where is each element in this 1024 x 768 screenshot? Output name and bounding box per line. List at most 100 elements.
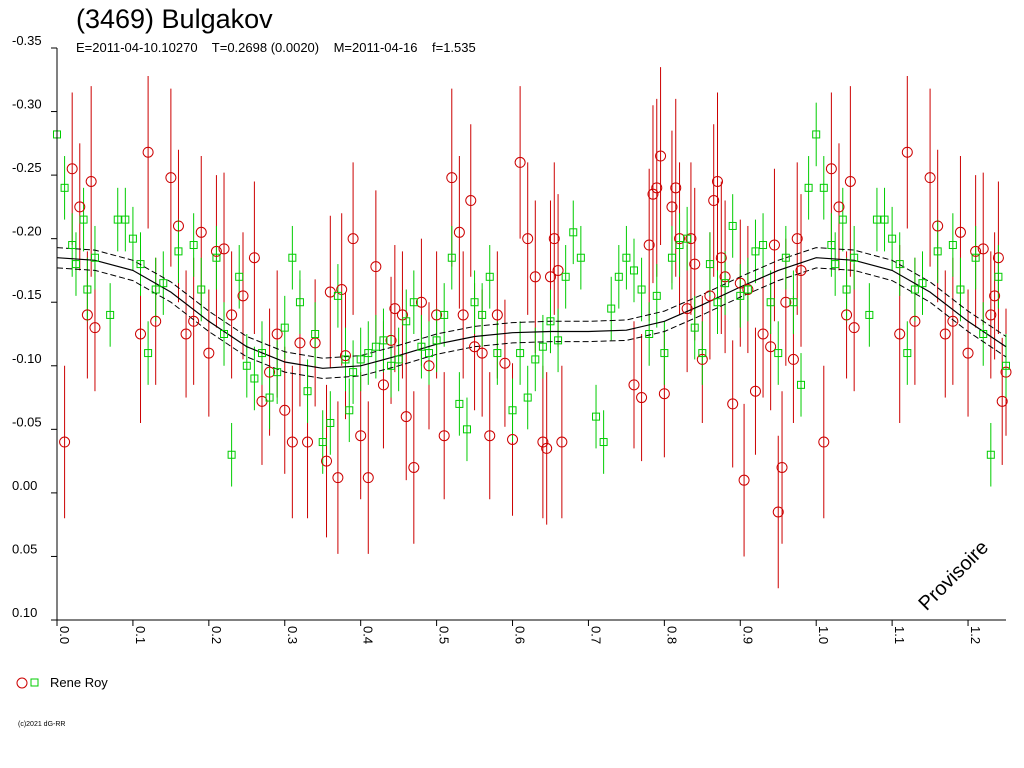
data-point-circle	[780, 296, 792, 308]
data-point-square	[1002, 361, 1010, 370]
data-point-square	[409, 298, 418, 307]
data-point-circle	[491, 309, 503, 321]
data-point-square	[220, 330, 229, 338]
data-point-circle	[996, 395, 1008, 407]
data-point-circle	[1000, 366, 1012, 378]
period-label: T=0.2698 (0.0020)	[211, 40, 320, 55]
data-point-square	[113, 215, 122, 224]
fit-curve	[56, 247, 1007, 380]
data-point-square	[592, 412, 601, 421]
data-point-square	[227, 450, 236, 459]
data-point-square	[197, 285, 206, 294]
x-tick-label: 1.1	[892, 626, 907, 644]
y-tick-label: -0.20	[12, 224, 42, 239]
data-point-square	[311, 330, 320, 338]
x-tick-label: 0.4	[361, 626, 376, 644]
data-point-circle	[651, 182, 663, 194]
data-point-circle	[271, 328, 283, 340]
data-point-circle	[355, 430, 367, 442]
axes: -0.35 -0.30 -0.25 -0.20 -0.15 -0.10 -0.05 0.00 0…	[12, 33, 1006, 644]
data-point-circle	[400, 411, 412, 423]
data-point-square	[789, 298, 798, 307]
data-point-square	[523, 393, 532, 402]
data-point-square	[683, 234, 692, 243]
data-point-square	[675, 241, 684, 250]
data-point-square	[60, 183, 69, 192]
data-point-circle	[370, 261, 382, 273]
data-point-circle	[150, 315, 162, 327]
copyright-notice: (c)2021 dG-RR	[18, 721, 66, 728]
data-point-circle	[321, 455, 333, 467]
data-point-square	[349, 368, 358, 377]
data-point-square	[159, 279, 168, 288]
data-point-square	[979, 330, 988, 338]
data-point-square	[819, 183, 828, 192]
data-point-circle	[833, 201, 845, 213]
y-tick-label: 0.05	[12, 541, 37, 556]
data-point-circle	[674, 233, 686, 245]
data-point-circle	[188, 315, 200, 327]
data-point-square	[576, 253, 585, 262]
data-point-circle	[727, 398, 739, 410]
data-point-circle	[552, 264, 564, 276]
data-point-circle	[541, 442, 553, 454]
data-point-circle	[765, 341, 777, 353]
y-tick-label: -0.05	[12, 414, 42, 429]
data-point-square	[189, 241, 198, 250]
data-point-square	[918, 279, 927, 288]
data-point-circle	[708, 195, 720, 207]
data-point-square	[151, 285, 160, 294]
chart-title: (3469) Bulgakov	[76, 4, 273, 34]
data-point-circle	[742, 284, 754, 296]
data-point-square	[698, 349, 707, 358]
data-point-square	[842, 285, 851, 294]
data-point-circle	[655, 150, 667, 162]
data-point-square	[485, 272, 494, 281]
data-point-square	[850, 253, 859, 262]
data-point-square	[379, 336, 388, 345]
data-point-circle	[841, 309, 853, 321]
data-point-square	[652, 291, 661, 300]
data-point-square	[986, 450, 995, 459]
data-point-square	[303, 387, 312, 396]
data-point-square	[128, 234, 137, 243]
frequency-label: f=1.535	[431, 40, 476, 55]
x-tick-label: 0.0	[57, 626, 72, 644]
data-point-square	[257, 349, 266, 358]
data-point-circle	[89, 322, 101, 334]
data-point-circle	[848, 322, 860, 334]
data-point-circle	[529, 271, 541, 283]
data-point-square	[554, 336, 563, 345]
data-point-circle	[681, 303, 693, 315]
data-point-circle	[294, 337, 306, 349]
data-point-circle	[992, 252, 1004, 264]
data-point-circle	[264, 366, 276, 378]
data-point-square	[531, 355, 540, 364]
data-point-circle	[248, 252, 260, 264]
data-point-square	[402, 317, 411, 326]
data-point-square	[797, 380, 806, 389]
data-point-circle	[59, 436, 71, 448]
data-point-square	[121, 215, 130, 224]
data-point-square	[174, 247, 183, 256]
x-tick-label: 0.9	[740, 626, 755, 644]
data-point-square	[71, 260, 80, 269]
data-point-square	[637, 285, 646, 294]
data-point-circle	[484, 430, 496, 442]
data-point-square	[356, 355, 365, 364]
data-point-square	[713, 298, 722, 307]
data-point-circle	[932, 220, 944, 232]
data-point-square	[759, 241, 768, 250]
data-point-circle	[537, 436, 549, 448]
x-tick-label: 0.6	[513, 626, 528, 644]
data-point-circle	[818, 436, 830, 448]
data-point-square	[895, 260, 904, 269]
data-point-circle	[423, 360, 435, 372]
data-point-square	[872, 215, 881, 224]
data-point-circle	[787, 353, 799, 365]
data-point-square	[607, 304, 616, 313]
data-point-square	[743, 285, 752, 294]
data-point-square	[516, 349, 525, 358]
x-tick-label: 0.2	[209, 626, 224, 644]
data-point-square	[546, 317, 555, 326]
